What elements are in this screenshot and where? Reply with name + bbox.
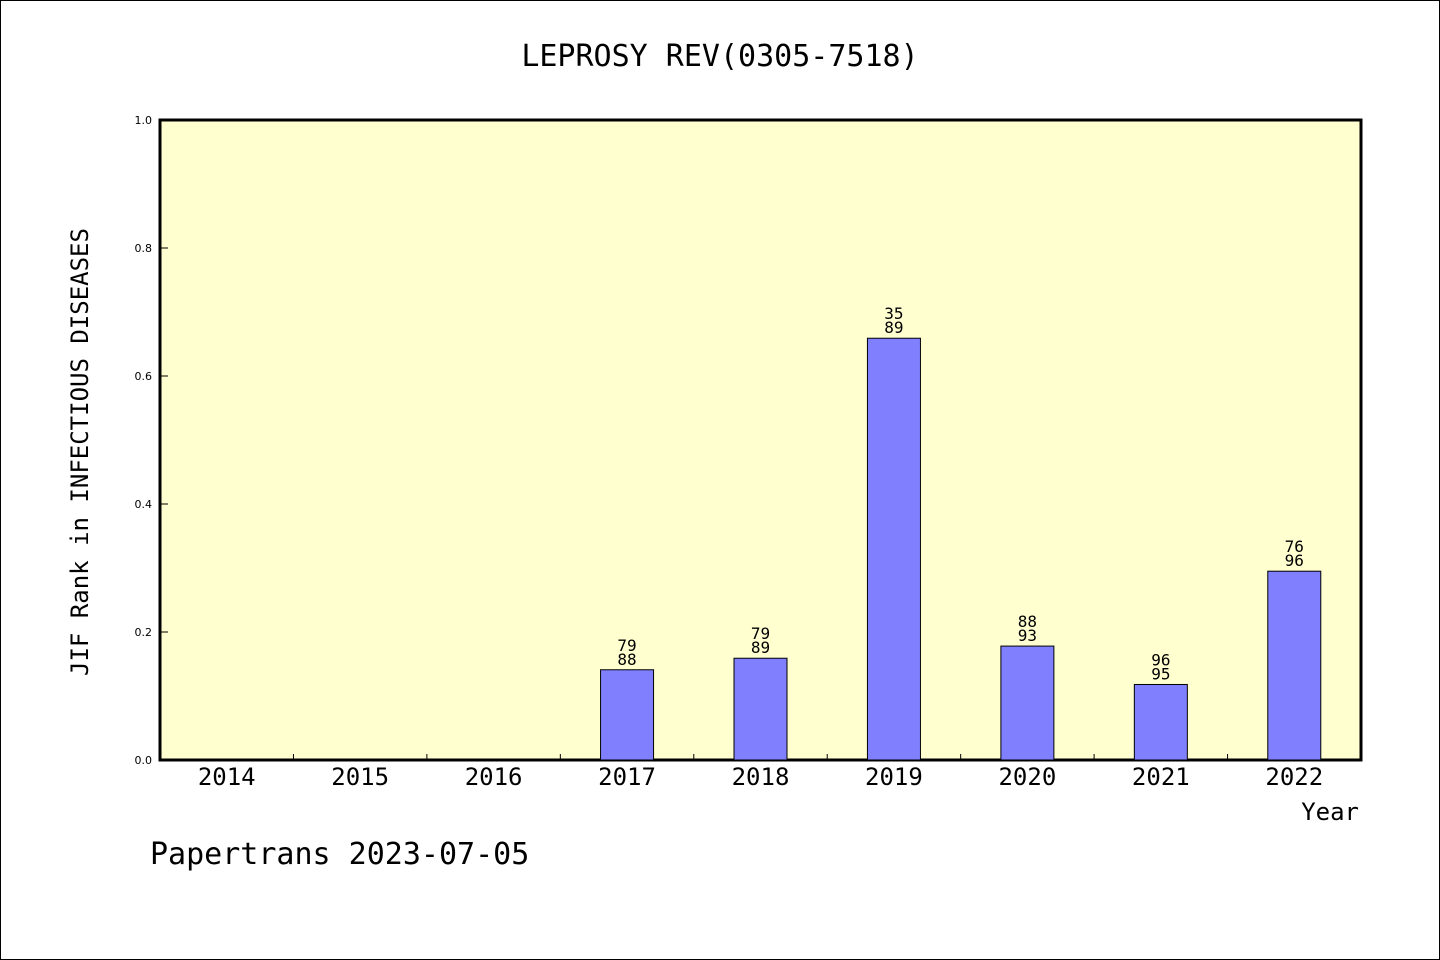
y-tick-label: 1.0 — [135, 114, 153, 127]
y-tick-label: 0.0 — [135, 754, 153, 767]
bar-label-total: 93 — [1018, 626, 1037, 645]
chart-title: LEPROSY REV(0305-7518) — [521, 39, 918, 74]
x-tick-label: 2017 — [598, 763, 656, 791]
y-axis-label: JIF Rank in INFECTIOUS DISEASES — [66, 228, 94, 676]
x-axis: 2014 2015 2016 2017 2018 2019 2020 2021 2022 — [198, 754, 1323, 791]
x-tick-label: 2016 — [465, 763, 523, 791]
x-tick-label: 2022 — [1265, 763, 1323, 791]
x-tick-label: 2020 — [998, 763, 1056, 791]
bar-label-rank: 79 — [617, 636, 636, 655]
bar-label-rank: 35 — [884, 304, 903, 323]
bar-2020 — [1000, 645, 1055, 761]
x-axis-label: Year — [1301, 798, 1359, 826]
bar-2022 — [1267, 570, 1322, 761]
bar-label-rank: 88 — [1018, 612, 1037, 631]
y-tick-label: 0.4 — [135, 498, 153, 511]
y-axis: 0.0 0.2 0.4 0.6 0.8 1.0 — [135, 114, 168, 767]
bar-label-rank: 96 — [1151, 650, 1170, 669]
footer-credit: Papertrans 2023-07-05 — [150, 837, 529, 872]
x-tick-label: 2019 — [865, 763, 923, 791]
bar-2021 — [1133, 683, 1188, 761]
bar-label-total: 89 — [751, 638, 770, 657]
bar-label-total: 96 — [1285, 551, 1304, 570]
bar-label-total: 89 — [884, 318, 903, 337]
y-tick-label: 0.8 — [135, 242, 153, 255]
bar-label-total: 88 — [617, 650, 636, 669]
x-tick-label: 2014 — [198, 763, 256, 791]
bar-2019 — [866, 337, 921, 761]
bar-2017 — [600, 669, 655, 761]
x-tick-label: 2021 — [1132, 763, 1190, 791]
x-tick-label: 2018 — [732, 763, 790, 791]
bar-2018 — [733, 657, 788, 761]
bar-label-rank: 79 — [751, 624, 770, 643]
plot-area — [158, 118, 1363, 762]
y-tick-label: 0.2 — [135, 626, 153, 639]
bar-label-total: 95 — [1151, 664, 1170, 683]
bar-label-rank: 76 — [1285, 537, 1304, 556]
bars — [600, 337, 1322, 761]
y-tick-label: 0.6 — [135, 370, 153, 383]
x-tick-label: 2015 — [331, 763, 389, 791]
